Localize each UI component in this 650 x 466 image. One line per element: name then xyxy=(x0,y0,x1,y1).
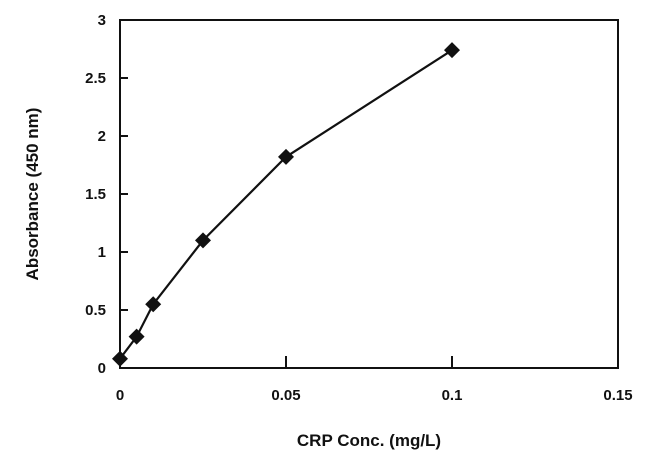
data-point-marker xyxy=(145,296,162,313)
y-tick-label: 2 xyxy=(98,128,106,145)
y-tick-label: 1 xyxy=(98,244,106,261)
data-point-marker xyxy=(278,148,294,165)
y-tick-label: 2.5 xyxy=(85,70,106,87)
series-line xyxy=(119,49,453,360)
data-series xyxy=(112,42,460,367)
y-tick-label: 3 xyxy=(98,12,106,29)
y-tick-label: 1.5 xyxy=(85,186,106,203)
data-point-marker xyxy=(128,328,145,345)
x-axis-label: CRP Conc. (mg/L) xyxy=(297,431,441,450)
y-tick-label: 0.5 xyxy=(85,302,106,319)
data-point-marker xyxy=(112,350,128,367)
x-tick-label: 0.15 xyxy=(603,387,632,404)
data-point-marker xyxy=(195,232,211,249)
x-tick-label: 0.05 xyxy=(271,387,300,404)
x-tick-label: 0 xyxy=(116,387,124,404)
x-tick-label: 0.1 xyxy=(442,387,463,404)
x-axis-ticks: 0 0.05 0.1 0.15 xyxy=(116,356,633,404)
data-point-marker xyxy=(444,42,460,59)
y-tick-label: 0 xyxy=(98,360,106,377)
y-axis-ticks: 0 0.5 1 1.5 2 2.5 3 xyxy=(85,12,128,377)
y-axis-label: Absorbance (450 nm) xyxy=(23,108,42,281)
plot-frame xyxy=(119,19,619,369)
